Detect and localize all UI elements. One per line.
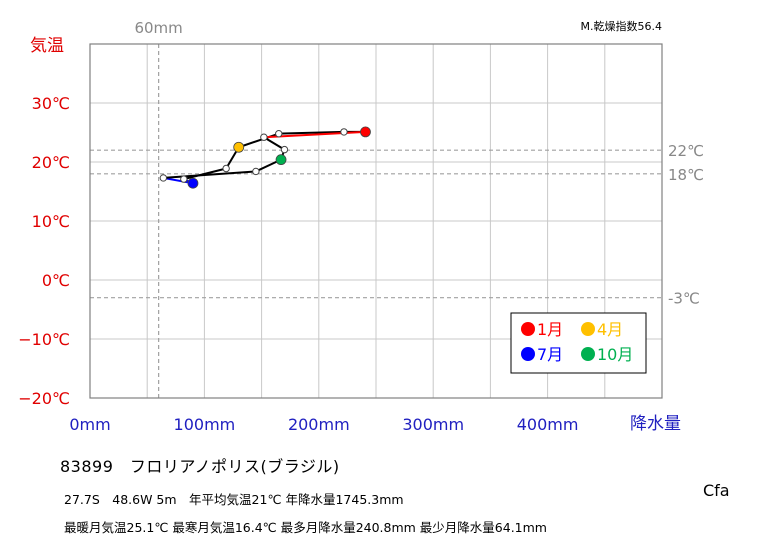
data-point-month-9 xyxy=(252,167,260,176)
station-info-line-1: 27.7S 48.6W 5m 年平均気温21℃ 年降水量1745.3mm xyxy=(64,492,404,507)
data-point-month-11 xyxy=(280,145,289,154)
legend: 1月 4月 7月 10月 xyxy=(510,312,647,374)
y-tick-label: −10℃ xyxy=(18,330,70,349)
reference-label-horizontal: -3℃ xyxy=(668,290,700,308)
legend-marker xyxy=(581,347,595,361)
climate-classification: Cfa xyxy=(703,481,730,500)
reference-label-horizontal: 18℃ xyxy=(668,166,704,184)
data-point-month-10 xyxy=(275,154,287,166)
series-segment xyxy=(238,132,280,149)
x-tick-label: 0mm xyxy=(69,415,110,434)
series-segment xyxy=(163,170,256,179)
x-tick-label: 300mm xyxy=(402,415,464,434)
reference-label-horizontal: 22℃ xyxy=(668,142,704,160)
series-segment xyxy=(183,167,227,181)
data-point-month-5 xyxy=(222,164,230,173)
data-point-month-12 xyxy=(260,133,268,141)
aridity-index-label: M.乾燥指数56.4 xyxy=(581,19,662,33)
reference-lines: 60mm 22℃ 18℃ -3℃ xyxy=(90,19,704,398)
data-point-month-8 xyxy=(159,174,168,182)
y-tick-label: 0℃ xyxy=(42,271,70,290)
legend-label: 7月 xyxy=(537,345,563,364)
climate-series xyxy=(159,126,371,189)
reference-label-vertical: 60mm xyxy=(134,19,182,37)
y-tick-label: 10℃ xyxy=(32,212,70,231)
station-info-line-2: 最暖月気温25.1℃ 最寒月気温16.4℃ 最多月降水量240.8mm 最少月降… xyxy=(64,520,547,535)
y-tick-label: 30℃ xyxy=(32,94,70,113)
axis-tick-labels: 0mm 100mm 200mm 300mm 400mm 30℃ 20℃ 10℃ 0℃ −10℃ −2… xyxy=(18,94,578,434)
legend-marker xyxy=(581,322,595,336)
data-point-month-7 xyxy=(187,177,199,189)
legend-label: 1月 xyxy=(537,320,563,339)
y-tick-label: 20℃ xyxy=(32,153,70,172)
legend-marker xyxy=(521,347,535,361)
data-point-month-1 xyxy=(360,126,371,138)
legend-label: 10月 xyxy=(597,345,633,364)
plot-area xyxy=(89,43,663,399)
data-point-month-3 xyxy=(275,129,283,138)
station-name: 83899 フロリアノポリス(ブラジル) xyxy=(60,457,340,476)
data-point-month-4 xyxy=(233,141,245,153)
y-axis-title: 気温 xyxy=(30,36,64,56)
x-axis-title: 降水量 xyxy=(630,414,681,434)
x-tick-label: 200mm xyxy=(288,415,350,434)
series-segment xyxy=(278,130,344,135)
series-segment xyxy=(263,136,285,151)
x-tick-label: 400mm xyxy=(517,415,579,434)
data-point-month-2 xyxy=(340,128,348,136)
legend-label: 4月 xyxy=(597,320,623,339)
y-tick-label: −20℃ xyxy=(18,389,70,408)
data-point-month-6 xyxy=(180,175,188,183)
legend-marker xyxy=(521,322,535,336)
x-tick-label: 100mm xyxy=(174,415,236,434)
legend-box xyxy=(510,312,647,374)
